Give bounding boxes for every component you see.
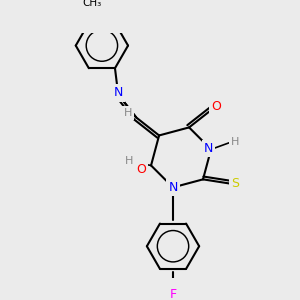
Text: H: H — [124, 108, 132, 118]
Text: H: H — [125, 156, 133, 167]
Text: N: N — [114, 86, 123, 100]
Text: O: O — [136, 163, 146, 176]
Text: CH₃: CH₃ — [82, 0, 101, 8]
Text: F: F — [169, 288, 177, 300]
Text: N: N — [168, 181, 178, 194]
Text: S: S — [231, 177, 239, 190]
Text: O: O — [211, 100, 221, 113]
Text: N: N — [204, 142, 213, 155]
Text: H: H — [231, 137, 240, 147]
